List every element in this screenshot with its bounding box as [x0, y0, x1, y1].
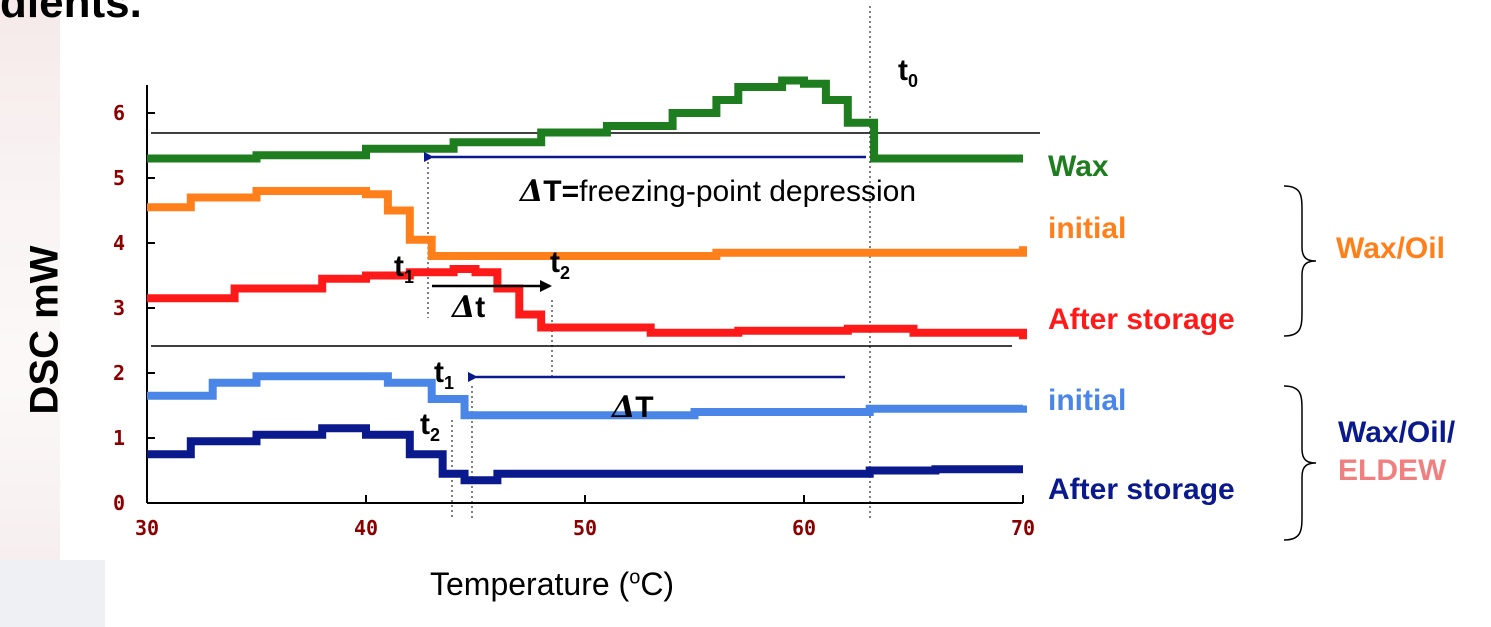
y-tick-label: 2: [113, 361, 125, 385]
y-tick-label: 6: [113, 101, 125, 125]
legend-eldew-after-storage: After storage: [1048, 473, 1235, 506]
series-line-3: [147, 372, 1027, 420]
annotation-t2-eldew: t2: [420, 408, 441, 445]
series-line-2: [147, 265, 1027, 340]
annotation-t1-wax-oil: t1: [394, 250, 415, 287]
annotation-t2-wax-oil: t2: [550, 246, 571, 283]
y-tick-label: 3: [113, 296, 125, 320]
page-title: dients.: [0, 0, 142, 27]
legend-wax-oil-after-storage: After storage: [1048, 303, 1235, 336]
annotation-delta-t-eldew: ΔT: [612, 390, 654, 425]
background-decoration: [0, 560, 105, 627]
legend-wax: Wax: [1048, 150, 1109, 183]
x-tick-label: 30: [135, 516, 159, 540]
group-label-wax-oil: Wax/Oil: [1336, 232, 1445, 265]
y-tick-label: 1: [113, 426, 125, 450]
group-label-eldew: ELDEW: [1338, 454, 1447, 487]
series-line-1: [147, 187, 1027, 260]
x-tick-label: 70: [1011, 516, 1035, 540]
brace-wax-oil: [1283, 185, 1317, 337]
annotation-t0: t0: [898, 54, 919, 91]
series-line-4: [147, 424, 1023, 485]
legend-eldew-initial: initial: [1048, 384, 1127, 417]
x-tick-label: 40: [354, 516, 378, 540]
brace-wax-oil-eldew: [1283, 385, 1317, 541]
y-tick-label: 4: [113, 231, 125, 255]
x-tick-label: 60: [792, 516, 816, 540]
y-axis-label: DSC mW: [22, 245, 67, 415]
x-axis-label: Temperature (oC): [430, 566, 675, 602]
legend-wax-oil-initial: initial: [1048, 212, 1127, 245]
x-tick-label: 50: [573, 516, 597, 540]
background-decoration: [0, 0, 60, 627]
series-line-0: [147, 76, 1023, 163]
annotation-freezing-point-depression: ΔT=freezing-point depression: [520, 174, 917, 209]
y-tick-label: 0: [113, 491, 125, 515]
annotation-delta-t: Δt: [452, 290, 486, 325]
annotation-t1-eldew: t1: [434, 356, 455, 393]
y-tick-label: 5: [113, 166, 125, 190]
group-label-wax-oil-eldew: Wax/Oil/: [1338, 416, 1456, 449]
